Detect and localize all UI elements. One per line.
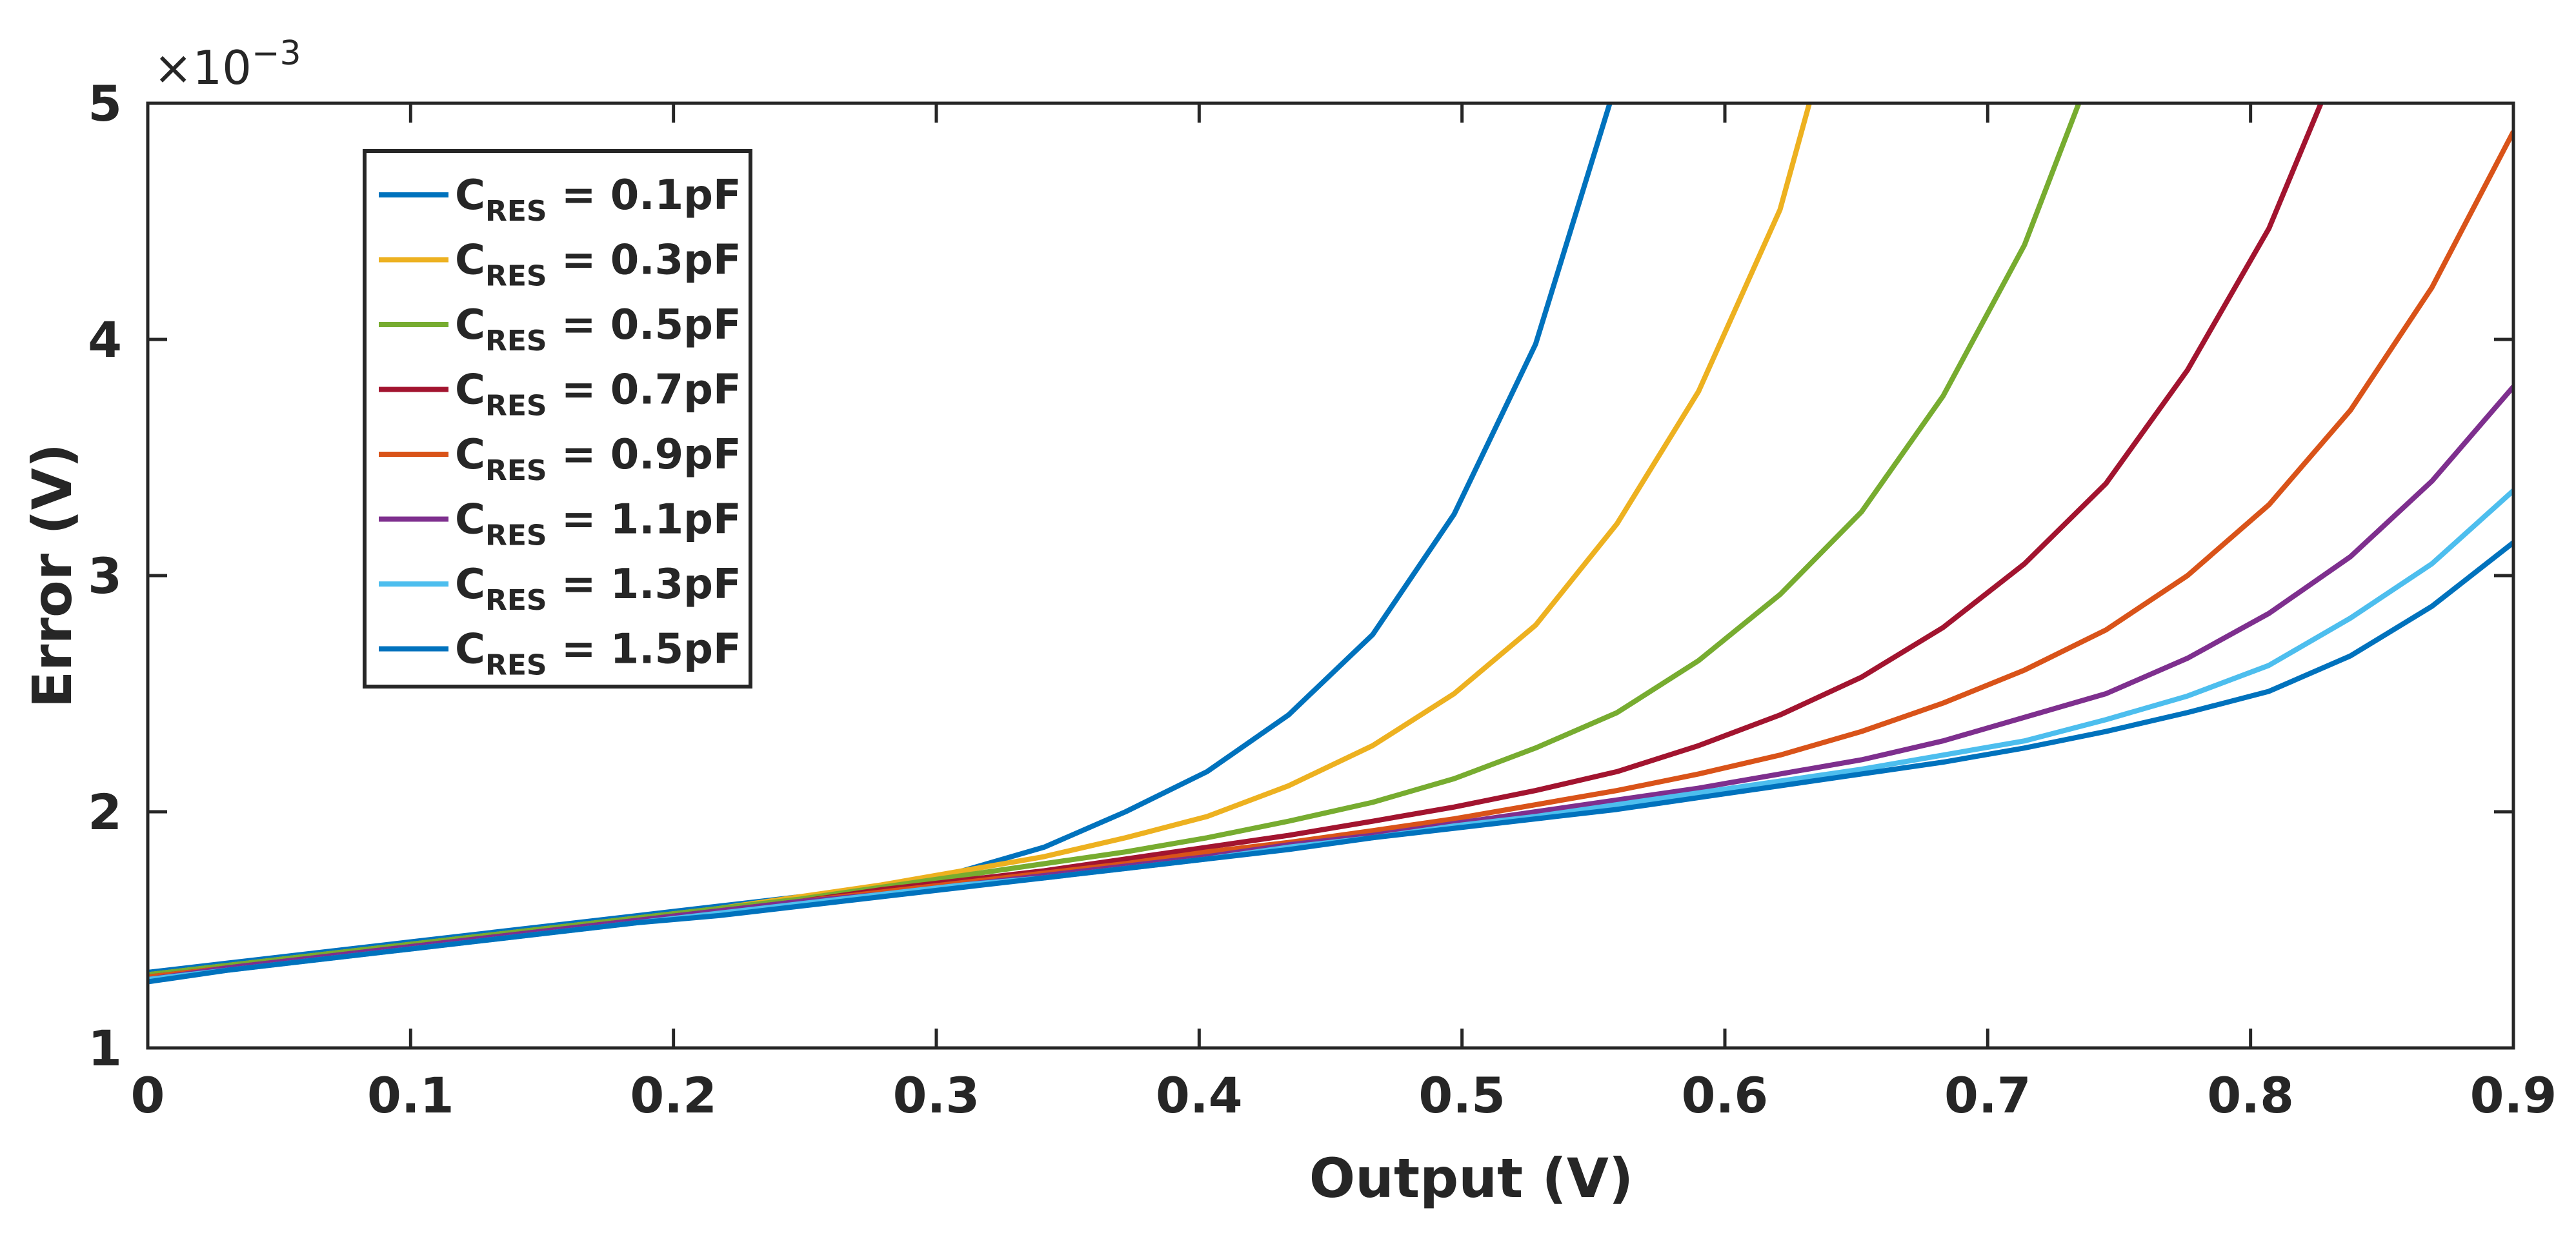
y-exponent-base: ×10 bbox=[154, 41, 252, 95]
series-line bbox=[148, 540, 2513, 985]
y-axis-label: Error (V) bbox=[21, 443, 84, 708]
x-tick-label: 0 bbox=[131, 1067, 165, 1124]
legend-label: CRES = 0.3pF bbox=[455, 237, 741, 293]
legend-box bbox=[363, 149, 752, 689]
y-tick-label: 4 bbox=[88, 311, 122, 368]
legend-label: CRES = 1.5pF bbox=[455, 626, 741, 682]
x-tick-label: 0.7 bbox=[1944, 1067, 2031, 1124]
x-tick-label: 0.6 bbox=[1682, 1067, 1769, 1124]
y-tick-label: 5 bbox=[88, 75, 122, 132]
x-tick-label: 0.1 bbox=[367, 1067, 454, 1124]
x-tick-label: 0.5 bbox=[1418, 1067, 1505, 1124]
legend-label: CRES = 1.3pF bbox=[455, 561, 741, 617]
y-exponent: ×10−3 bbox=[154, 34, 301, 95]
y-exponent-power: −3 bbox=[252, 34, 301, 73]
legend-label: CRES = 0.7pF bbox=[455, 367, 741, 423]
x-tick-label: 0.2 bbox=[630, 1067, 717, 1124]
legend-label: CRES = 0.5pF bbox=[455, 301, 741, 357]
legend-label: CRES = 0.9pF bbox=[455, 431, 741, 487]
y-tick-label: 2 bbox=[88, 783, 122, 841]
x-tick-label: 0.4 bbox=[1156, 1067, 1243, 1124]
legend: CRES = 0.1pF CRES = 0.3pF CRES = 0.5pF CRES… bbox=[363, 149, 752, 689]
x-tick-label: 0.8 bbox=[2207, 1067, 2294, 1124]
y-tick-label: 3 bbox=[88, 547, 122, 605]
plot-lines bbox=[148, 103, 2513, 985]
x-axis-label: Output (V) bbox=[1309, 1147, 1633, 1210]
plot-frame bbox=[146, 101, 2515, 1050]
x-tick-label: 0.9 bbox=[2470, 1067, 2557, 1124]
legend-label: CRES = 0.1pF bbox=[455, 172, 741, 228]
y-tick-label: 1 bbox=[88, 1020, 122, 1077]
legend-label: CRES = 1.1pF bbox=[455, 496, 741, 552]
x-tick-label: 0.3 bbox=[893, 1067, 980, 1124]
